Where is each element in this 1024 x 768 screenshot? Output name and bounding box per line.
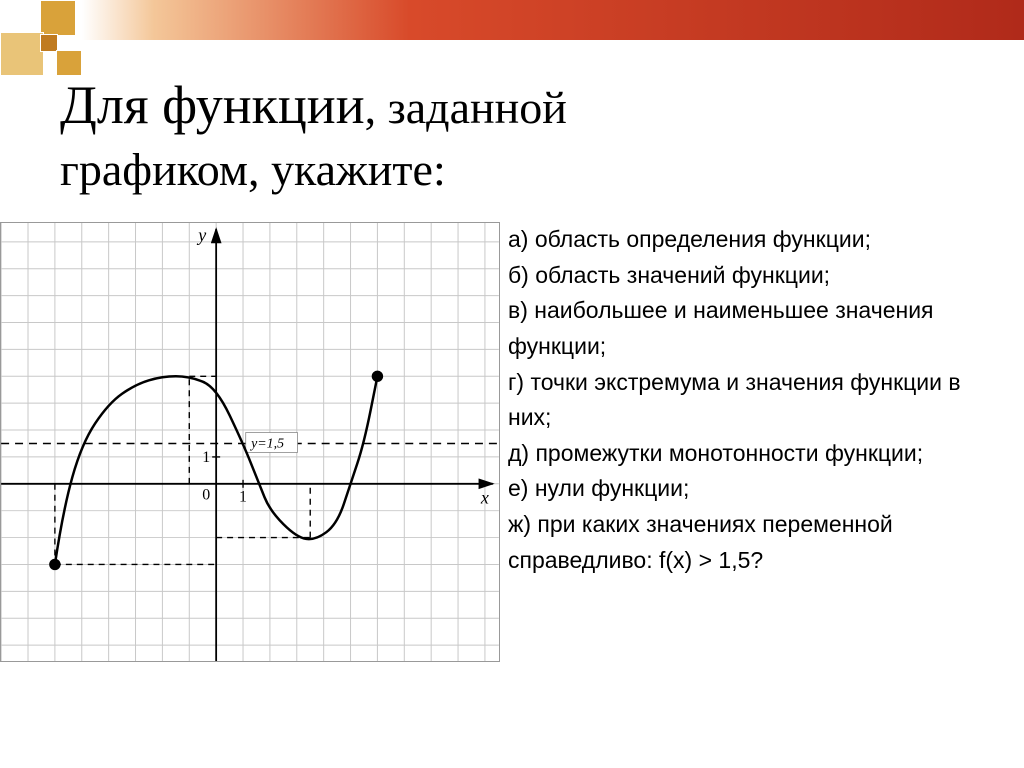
- question-item: в) наибольшее и наименьшее значения функ…: [508, 293, 1004, 364]
- svg-text:1: 1: [202, 449, 210, 466]
- svg-text:0: 0: [202, 487, 210, 504]
- question-item: е) нули функции;: [508, 471, 1004, 507]
- svg-text:x: x: [480, 488, 489, 508]
- header-gradient-bar: [0, 0, 1024, 40]
- function-graph: y=1,5 0 1 1 x y: [0, 222, 500, 662]
- title-line-2: графиком, укажите:: [60, 144, 446, 195]
- slide-title: Для функции, заданной графиком, укажите:: [60, 74, 960, 198]
- svg-text:1: 1: [239, 489, 247, 506]
- question-item: а) область определения функции;: [508, 222, 1004, 258]
- deco-square: [0, 32, 44, 76]
- content-area: y=1,5 0 1 1 x y а) область определения функци…: [0, 222, 1024, 662]
- question-item: ж) при каких значениях переменной справе…: [508, 507, 1004, 578]
- corner-decoration: [0, 0, 90, 80]
- title-part-1: Для функции: [60, 75, 365, 135]
- svg-text:y=1,5: y=1,5: [249, 436, 284, 451]
- question-list: а) область определения функции;б) област…: [500, 222, 1024, 662]
- deco-square: [40, 0, 76, 36]
- title-part-2: , заданной: [365, 82, 567, 133]
- svg-text:y: y: [196, 225, 206, 245]
- question-item: г) точки экстремума и значения функции в…: [508, 365, 1004, 436]
- question-item: д) промежутки монотонности функции;: [508, 436, 1004, 472]
- graph-svg: y=1,5 0 1 1 x y: [1, 223, 499, 661]
- deco-square: [56, 50, 82, 76]
- question-item: б) область значений функции;: [508, 258, 1004, 294]
